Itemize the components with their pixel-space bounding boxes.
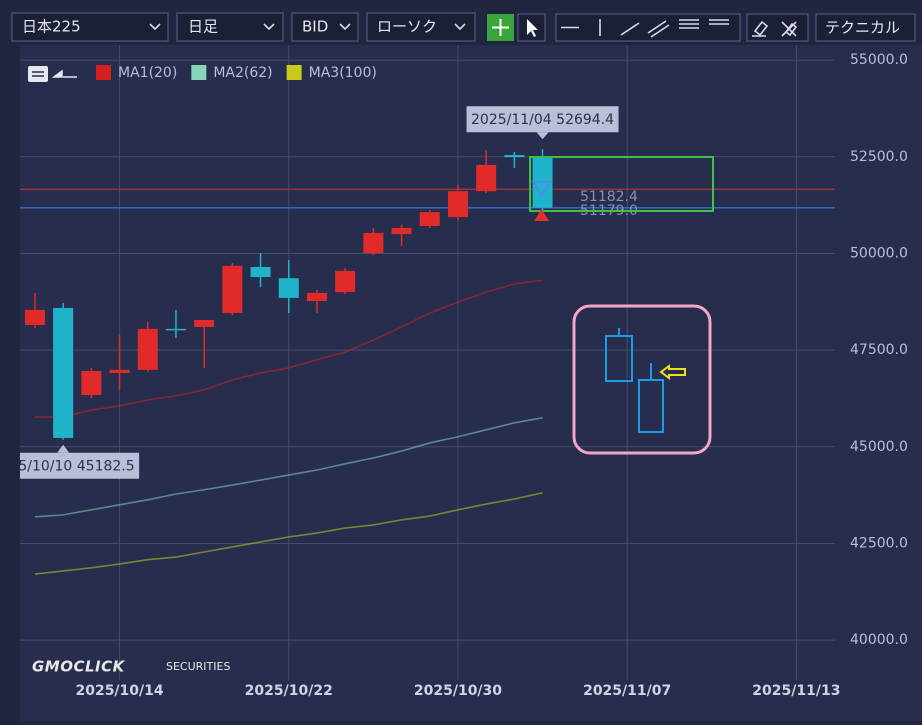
side-text: BID xyxy=(302,18,328,36)
logo-sub: SECURITIES xyxy=(166,660,230,673)
y-axis-area xyxy=(835,45,922,721)
legend-label: MA1(20) xyxy=(118,65,177,81)
symbol-text: 日本225 xyxy=(22,18,81,36)
legend-icon-lines xyxy=(32,71,44,77)
candle-icons xyxy=(605,328,664,433)
ma-line xyxy=(34,279,543,418)
candle-body xyxy=(165,328,186,331)
x-tick-label: 2025/10/14 xyxy=(75,683,163,699)
technical-button[interactable] xyxy=(815,13,916,42)
candle-body xyxy=(504,155,525,158)
price-label: 51182.4 xyxy=(580,189,638,205)
dropdown-arrow xyxy=(263,23,275,31)
tooltip-text: 2025/10/10 45182.5 xyxy=(0,459,135,475)
dropdown-arrow xyxy=(339,23,351,31)
period-text: 日足 xyxy=(188,18,218,36)
style-text: ローソク xyxy=(377,18,437,36)
legend-swatch xyxy=(286,65,302,80)
legend-label: MA2(62) xyxy=(213,65,272,81)
y-tick-label: 50000.0 xyxy=(850,245,908,261)
candle-body xyxy=(391,227,412,235)
x-tick-label: 2025/11/07 xyxy=(583,683,671,699)
legend-icon[interactable] xyxy=(28,66,48,82)
candle-body xyxy=(447,191,468,218)
crosshair-icon xyxy=(492,19,509,36)
candle-body xyxy=(137,328,158,370)
logo-brand: GMOCLICK xyxy=(32,658,126,676)
period-select[interactable] xyxy=(176,12,284,42)
tooltip: 2025/11/04 52694.4 xyxy=(466,106,619,140)
technical-text: テクニカル xyxy=(825,19,900,37)
symbol-select[interactable] xyxy=(11,12,169,42)
eraser-tools[interactable] xyxy=(746,13,809,42)
candle-body xyxy=(53,307,74,438)
tooltip-box xyxy=(466,106,619,133)
x-axis-area xyxy=(20,680,835,721)
drawn-rectangle xyxy=(529,156,714,212)
y-tick-label: 45000.0 xyxy=(850,439,908,455)
toolbar: 日本225 日足 BID ローソク テクニカル xyxy=(11,12,916,42)
tooltip-box xyxy=(20,452,140,479)
ma-line xyxy=(34,492,543,575)
candle-body xyxy=(335,270,356,293)
annotation-box xyxy=(572,304,712,455)
yellow-arrow xyxy=(659,364,686,380)
side-select[interactable] xyxy=(291,12,359,42)
candle-body xyxy=(419,212,440,226)
tooltip: 2025/10/10 45182.5 xyxy=(0,444,140,479)
x-tick-label: 2025/10/30 xyxy=(414,683,502,699)
candle-body xyxy=(222,265,243,313)
y-tick-label: 52500.0 xyxy=(850,149,908,165)
y-tick-label: 55000.0 xyxy=(850,52,908,68)
dropdown-arrow xyxy=(149,23,161,31)
tooltip-value: 52694.4 xyxy=(556,112,614,128)
legend-swatch xyxy=(96,65,111,80)
y-tick-label: 42500.0 xyxy=(850,535,908,551)
candle-body xyxy=(109,369,130,373)
candle-body xyxy=(278,278,299,298)
candle-body xyxy=(306,292,327,302)
pointer-icon xyxy=(527,19,538,37)
legend: MA1(20) MA2(62) MA3(100) xyxy=(28,65,377,82)
pink-frame xyxy=(572,304,712,455)
y-tick-label: 40000.0 xyxy=(850,632,908,648)
tooltip-value: 45182.5 xyxy=(77,459,135,475)
tooltip-date: 2025/11/04 xyxy=(471,112,552,128)
legend-label: MA3(100) xyxy=(309,65,377,81)
ma-line xyxy=(34,417,543,518)
candle-body xyxy=(194,319,215,327)
legend-swatch xyxy=(191,65,207,80)
line-tool-icons xyxy=(561,19,729,38)
line-tools[interactable] xyxy=(555,13,741,42)
candle-body xyxy=(81,371,102,395)
tooltip-pointer xyxy=(536,132,549,140)
x-tick-label: 2025/11/13 xyxy=(752,683,840,699)
tooltip-date: 2025/10/10 xyxy=(0,459,72,475)
ask-marker xyxy=(534,209,549,221)
eraser-icons xyxy=(752,20,798,37)
x-tick-label: 2025/10/22 xyxy=(245,683,333,699)
bid-marker xyxy=(531,181,552,198)
candle-body xyxy=(250,266,271,278)
tooltip-pointer xyxy=(57,444,70,453)
dropdown-arrow xyxy=(454,23,466,31)
tooltip-text: 2025/11/04 52694.4 xyxy=(471,112,614,128)
y-tick-label: 47500.0 xyxy=(850,342,908,358)
candle-body xyxy=(24,309,45,325)
collapse-icon[interactable] xyxy=(51,69,77,78)
candle-body xyxy=(476,164,497,192)
candle-body xyxy=(363,232,384,254)
